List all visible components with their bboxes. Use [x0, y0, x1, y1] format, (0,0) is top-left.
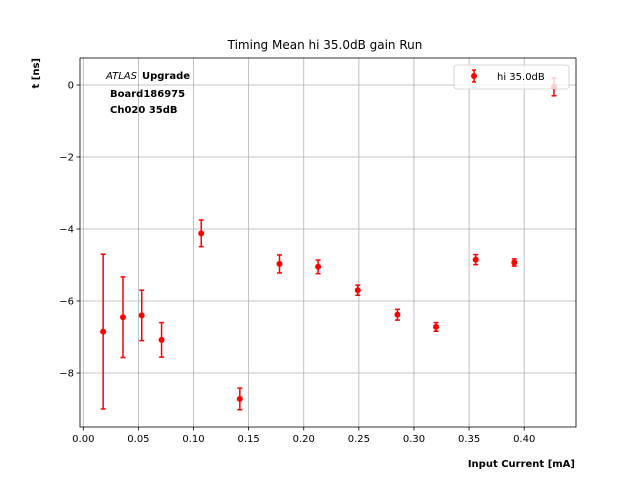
point-marker: [433, 323, 440, 330]
data-point: [158, 321, 165, 358]
data-point: [236, 387, 243, 411]
y-axis-label: t [ns]: [31, 58, 42, 88]
data-point: [276, 254, 283, 274]
y-tick-label: 0: [68, 81, 74, 92]
data-point: [433, 321, 440, 332]
annotation-line-1: ATLAS Upgrade: [105, 71, 190, 82]
annotation-upgrade: Upgrade: [142, 71, 190, 82]
x-tick-label: 0.30: [403, 434, 425, 445]
x-tick-label: 0.00: [72, 434, 94, 445]
data-point: [119, 276, 126, 359]
y-tick-label: −4: [59, 225, 74, 236]
chart-title: Timing Mean hi 35.0dB gain Run: [227, 38, 423, 52]
point-marker: [315, 263, 322, 270]
point-marker: [511, 259, 518, 266]
grid: [80, 58, 576, 427]
point-marker: [472, 256, 479, 263]
y-tick-label: −8: [59, 369, 74, 380]
annotation-board: Board186975: [110, 89, 185, 100]
data-point: [354, 284, 361, 296]
x-tick-label: 0.20: [293, 434, 315, 445]
point-marker: [158, 336, 165, 343]
annotation-atlas: ATLAS: [105, 71, 138, 82]
legend-label: hi 35.0dB: [497, 72, 545, 83]
data-point: [511, 258, 518, 267]
x-axis: 0.00 0.05 0.10 0.15 0.20 0.25 0.30 0.35 0.40: [72, 427, 535, 445]
y-tick-label: −6: [59, 297, 74, 308]
data-point: [315, 259, 322, 275]
point-marker: [138, 312, 145, 319]
x-tick-label: 0.10: [182, 434, 204, 445]
data-point: [100, 253, 107, 410]
plot-area: [79, 57, 577, 428]
point-marker: [236, 395, 243, 402]
x-tick-label: 0.35: [458, 434, 480, 445]
axes-frame: [79, 57, 577, 428]
data-point: [198, 219, 205, 248]
point-marker: [100, 328, 107, 335]
point-marker: [119, 314, 126, 321]
legend: hi 35.0dB: [453, 64, 570, 90]
data-point: [394, 308, 401, 321]
point-marker: [394, 311, 401, 318]
x-tick-label: 0.05: [127, 434, 149, 445]
x-axis-label: Input Current [mA]: [468, 459, 575, 470]
atlas-annotation: ATLAS Upgrade Board186975 Ch020 35dB: [105, 71, 190, 116]
x-tick-label: 0.40: [513, 434, 535, 445]
legend-marker: [471, 73, 477, 79]
y-tick-label: −2: [59, 153, 74, 164]
x-tick-label: 0.25: [348, 434, 370, 445]
data-series: [100, 77, 557, 411]
legend-frame: [453, 64, 570, 90]
y-axis: −8 −6 −4 −2 0: [59, 81, 80, 380]
x-tick-label: 0.15: [238, 434, 260, 445]
data-point: [472, 253, 479, 266]
point-marker: [354, 287, 361, 294]
point-marker: [198, 230, 205, 237]
data-point: [138, 289, 145, 342]
point-marker: [276, 260, 283, 267]
annotation-channel: Ch020 35dB: [110, 105, 178, 116]
axes-background: [80, 58, 576, 427]
